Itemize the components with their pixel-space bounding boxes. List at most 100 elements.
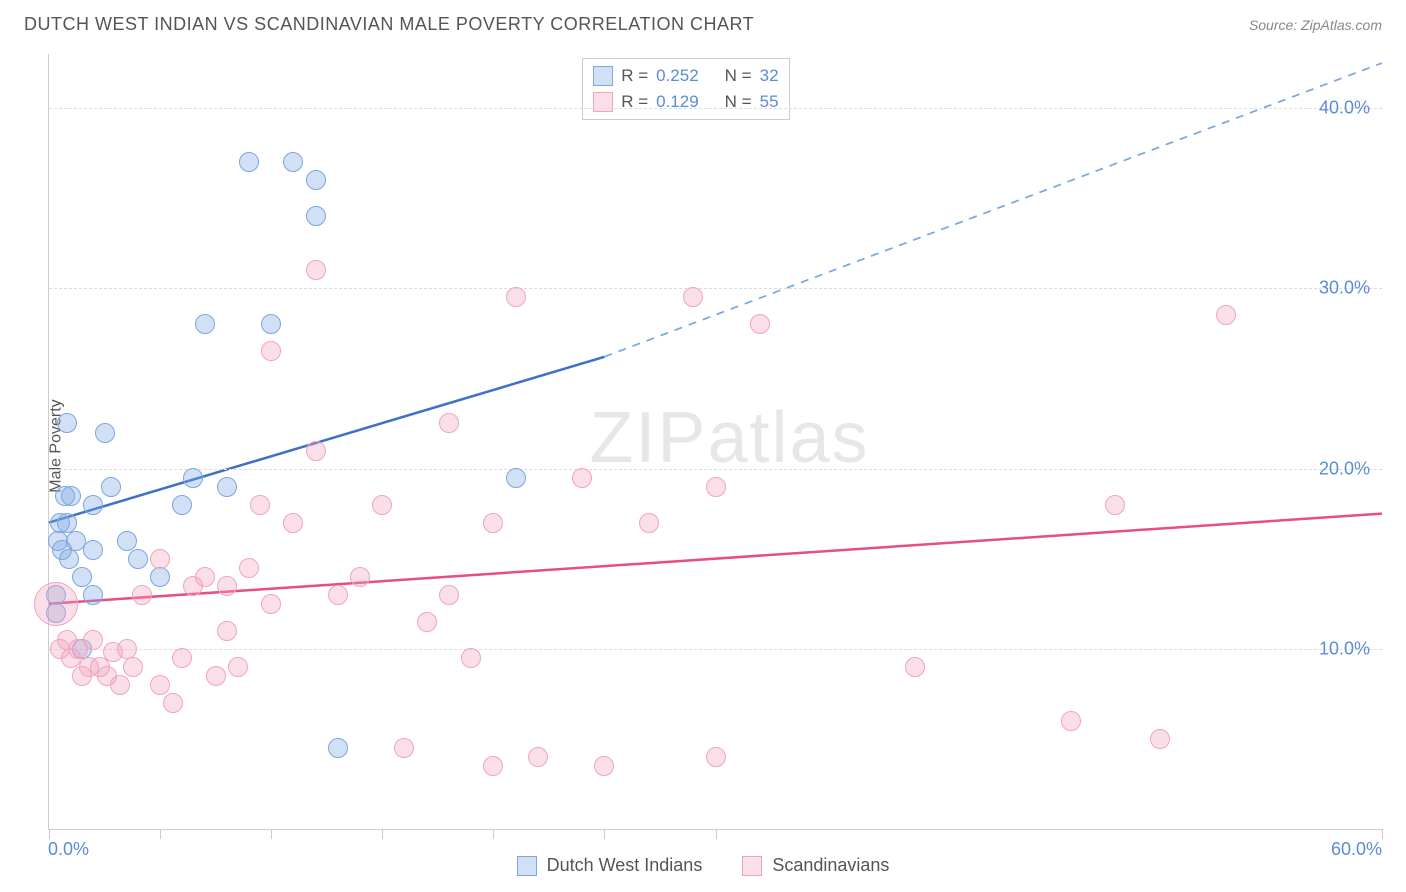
n-value: 32 <box>760 66 779 86</box>
scatter-point <box>34 582 78 626</box>
plot-region: ZIPatlas R = 0.252 N = 32 R = 0.129 N = … <box>48 54 1382 830</box>
scatter-point <box>261 594 281 614</box>
scatter-point <box>306 441 326 461</box>
scatter-point <box>1105 495 1125 515</box>
y-tick-label: 10.0% <box>1319 638 1370 659</box>
scatter-point <box>123 657 143 677</box>
scatter-point <box>150 567 170 587</box>
scatter-point <box>83 630 103 650</box>
legend-row: R = 0.129 N = 55 <box>593 89 778 115</box>
x-tick <box>382 829 383 839</box>
scatter-point <box>217 477 237 497</box>
scatter-point <box>506 287 526 307</box>
scatter-point <box>306 170 326 190</box>
n-label: N = <box>725 66 752 86</box>
scatter-point <box>572 468 592 488</box>
scatter-point <box>283 513 303 533</box>
scatter-point <box>83 585 103 605</box>
watermark: ZIPatlas <box>589 396 869 478</box>
scatter-point <box>483 756 503 776</box>
scatter-point <box>57 513 77 533</box>
scatter-point <box>117 639 137 659</box>
legend-row: R = 0.252 N = 32 <box>593 63 778 89</box>
gridline <box>49 649 1382 650</box>
gridline <box>49 108 1382 109</box>
scatter-point <box>217 621 237 641</box>
scatter-point <box>183 468 203 488</box>
scatter-point <box>528 747 548 767</box>
scatter-point <box>439 413 459 433</box>
scatter-point <box>217 576 237 596</box>
scatter-point <box>59 549 79 569</box>
legend-label: Scandinavians <box>772 855 889 876</box>
scatter-point <box>417 612 437 632</box>
correlation-legend: R = 0.252 N = 32 R = 0.129 N = 55 <box>582 58 789 120</box>
swatch-icon <box>593 66 613 86</box>
scatter-point <box>206 666 226 686</box>
scatter-point <box>195 314 215 334</box>
scatter-point <box>506 468 526 488</box>
scatter-point <box>706 747 726 767</box>
scatter-point <box>132 585 152 605</box>
legend-item: Scandinavians <box>742 855 889 876</box>
scatter-point <box>483 513 503 533</box>
scatter-point <box>195 567 215 587</box>
watermark-atlas: atlas <box>707 397 869 477</box>
x-tick-label: 60.0% <box>1331 839 1382 860</box>
scatter-point <box>250 495 270 515</box>
scatter-point <box>128 549 148 569</box>
scatter-point <box>95 423 115 443</box>
scatter-point <box>328 585 348 605</box>
x-tick <box>716 829 717 839</box>
scatter-point <box>239 152 259 172</box>
x-tick <box>49 829 50 839</box>
x-tick-label: 0.0% <box>48 839 89 860</box>
x-tick <box>604 829 605 839</box>
swatch-icon <box>517 856 537 876</box>
scatter-point <box>706 477 726 497</box>
scatter-point <box>328 738 348 758</box>
x-tick <box>1382 829 1383 839</box>
scatter-point <box>594 756 614 776</box>
scatter-point <box>150 675 170 695</box>
scatter-point <box>683 287 703 307</box>
scatter-point <box>83 495 103 515</box>
scatter-point <box>261 314 281 334</box>
scatter-point <box>1061 711 1081 731</box>
scatter-point <box>350 567 370 587</box>
scatter-point <box>439 585 459 605</box>
scatter-point <box>172 495 192 515</box>
legend-label: Dutch West Indians <box>547 855 703 876</box>
scatter-point <box>172 648 192 668</box>
x-tick <box>271 829 272 839</box>
scatter-point <box>150 549 170 569</box>
r-label: R = <box>621 66 648 86</box>
x-tick <box>160 829 161 839</box>
gridline <box>49 469 1382 470</box>
scatter-point <box>283 152 303 172</box>
scatter-point <box>750 314 770 334</box>
scatter-point <box>905 657 925 677</box>
source-label: Source: ZipAtlas.com <box>1249 17 1382 33</box>
series-legend: Dutch West Indians Scandinavians <box>0 855 1406 876</box>
scatter-point <box>239 558 259 578</box>
scatter-point <box>163 693 183 713</box>
scatter-point <box>461 648 481 668</box>
x-tick <box>493 829 494 839</box>
scatter-point <box>228 657 248 677</box>
watermark-zip: ZIP <box>589 397 707 477</box>
scatter-point <box>639 513 659 533</box>
scatter-point <box>61 486 81 506</box>
scatter-point <box>72 567 92 587</box>
scatter-point <box>83 540 103 560</box>
y-tick-label: 30.0% <box>1319 278 1370 299</box>
chart-area: ZIPatlas R = 0.252 N = 32 R = 0.129 N = … <box>48 54 1382 830</box>
scatter-point <box>57 413 77 433</box>
scatter-point <box>394 738 414 758</box>
y-tick-label: 40.0% <box>1319 98 1370 119</box>
scatter-point <box>101 477 121 497</box>
scatter-point <box>306 206 326 226</box>
scatter-point <box>117 531 137 551</box>
r-value: 0.252 <box>656 66 699 86</box>
scatter-point <box>372 495 392 515</box>
